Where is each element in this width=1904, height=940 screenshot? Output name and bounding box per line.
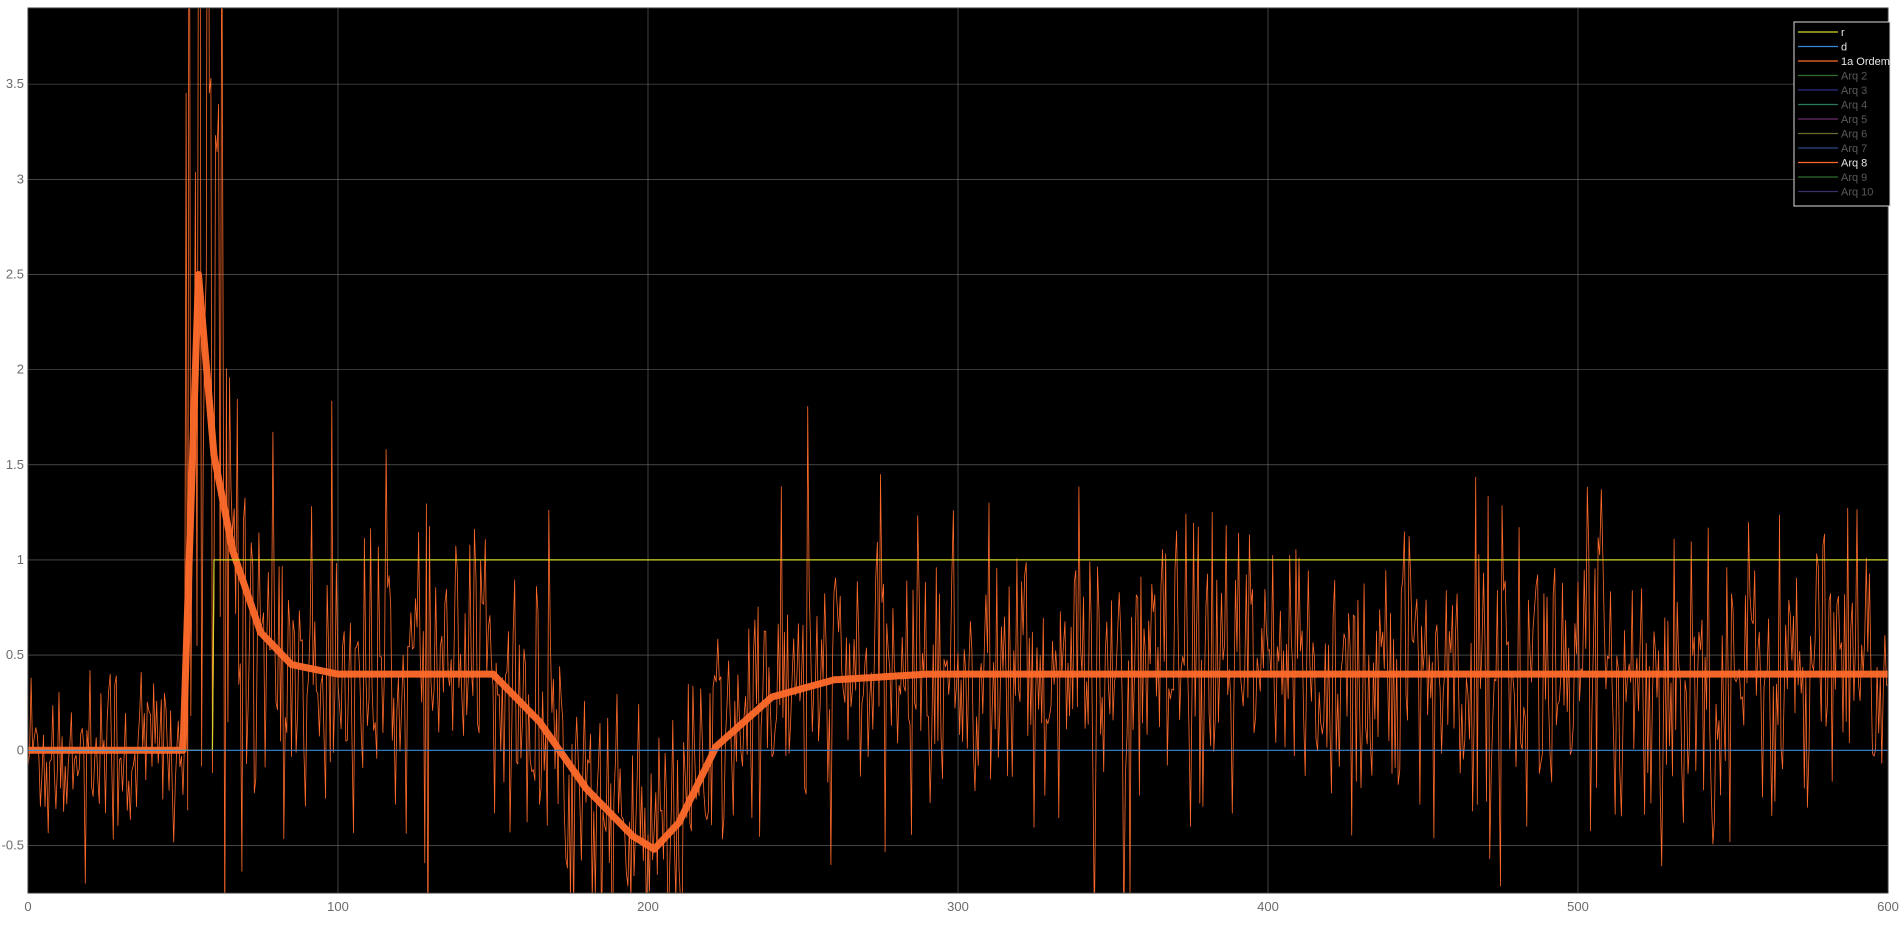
legend-label: Arq 7 <box>1841 143 1867 155</box>
legend-box <box>1793 21 1891 207</box>
legend-label: Arq 8 <box>1841 158 1867 170</box>
legend-label: Arq 2 <box>1841 71 1867 83</box>
legend-label: r <box>1841 27 1845 39</box>
legend-item[interactable]: d <box>1798 42 1847 54</box>
series-layer <box>28 8 1888 893</box>
x-tick-label: 100 <box>327 899 349 914</box>
legend-item[interactable]: 1a Ordem <box>1798 56 1890 68</box>
y-tick-label: 2 <box>17 362 24 377</box>
x-tick-label: 200 <box>637 899 659 914</box>
series-line-1a-ordem <box>28 8 1888 893</box>
x-tick-label: 500 <box>1567 899 1589 914</box>
legend-item[interactable]: Arq 8 <box>1798 158 1867 170</box>
legend-label: Arq 5 <box>1841 114 1867 126</box>
y-tick-label: 1 <box>17 552 24 567</box>
y-tick-label: 1.5 <box>6 457 24 472</box>
x-tick-label: 300 <box>947 899 969 914</box>
axes: 0 100 200 300 400 500 600 -0.5 0 0.5 1 1.5 2 2.5 3 3.5 <box>2 7 1899 914</box>
legend-item[interactable]: Arq 2 <box>1798 71 1867 83</box>
legend-label: Arq 10 <box>1841 187 1873 199</box>
legend-label: Arq 4 <box>1841 100 1867 112</box>
x-tick-label: 400 <box>1257 899 1279 914</box>
legend-label: d <box>1841 42 1847 54</box>
legend-label: Arq 6 <box>1841 129 1867 141</box>
legend: rd 1a Ordem Arq 2 Arq 3 Arq 4 Arq 5 Arq 6 Arq 7… <box>1793 21 1891 207</box>
legend-item[interactable]: Arq 6 <box>1798 129 1867 141</box>
y-tick-label: 3 <box>17 171 24 186</box>
legend-label: Arq 3 <box>1841 85 1867 97</box>
y-tick-label: 0.5 <box>6 647 24 662</box>
legend-item[interactable]: Arq 4 <box>1798 100 1867 112</box>
legend-label: 1a Ordem <box>1841 56 1890 68</box>
x-tick-label: 600 <box>1877 899 1899 914</box>
series-trend-1a-ordem <box>28 271 1888 853</box>
y-tick-label: 3.5 <box>6 76 24 91</box>
legend-item[interactable]: Arq 3 <box>1798 85 1867 97</box>
y-tick-label: -0.5 <box>2 837 24 852</box>
legend-label: Arq 9 <box>1841 172 1867 184</box>
legend-item[interactable]: Arq 5 <box>1798 114 1867 126</box>
plot-frame <box>27 7 1889 894</box>
y-tick-label: 2.5 <box>6 266 24 281</box>
y-tick-label: 0 <box>17 742 24 757</box>
legend-item[interactable]: Arq 7 <box>1798 143 1867 155</box>
legend-item[interactable]: r <box>1798 27 1845 39</box>
legend-item[interactable]: Arq 10 <box>1798 187 1873 199</box>
legend-item[interactable]: Arq 9 <box>1798 172 1867 184</box>
x-tick-label: 0 <box>24 899 31 914</box>
